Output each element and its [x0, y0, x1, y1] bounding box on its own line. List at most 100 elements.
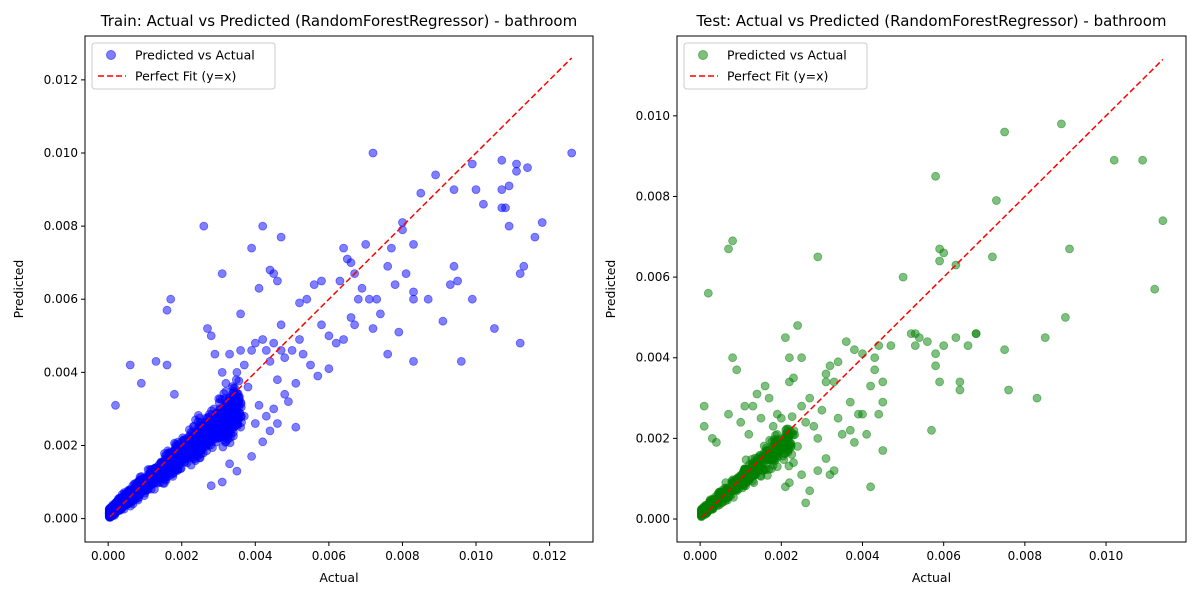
train-data-point	[298, 349, 308, 359]
train-data-point	[199, 221, 209, 231]
train-data-point	[346, 313, 356, 322]
train-data-point	[306, 360, 315, 370]
test-data-point	[797, 353, 806, 363]
test-data-point	[1158, 216, 1168, 226]
test-data-point	[1057, 119, 1066, 129]
test-data-point	[781, 333, 790, 343]
test-data-point	[910, 341, 920, 351]
test-data-point	[756, 413, 766, 423]
test-data-point	[939, 341, 949, 351]
train-data-point	[225, 459, 235, 469]
train-data-point	[394, 327, 404, 337]
train-data-point	[504, 221, 514, 231]
train-data-point	[390, 280, 400, 290]
train-data-point	[247, 451, 257, 461]
train-data-point	[162, 305, 172, 315]
train-data-point	[504, 181, 514, 191]
test-data-point	[768, 421, 778, 431]
train-x-tick-label: 0.004	[238, 549, 272, 563]
test-data-point	[750, 457, 760, 467]
test-data-point	[971, 329, 981, 339]
test-data-point	[797, 401, 806, 411]
train-y-tick-label: 0.010	[44, 146, 78, 160]
train-data-point	[291, 378, 301, 388]
train-y-tick-label: 0.002	[44, 438, 78, 452]
test-data-point	[778, 451, 788, 461]
train-data-point	[331, 338, 341, 348]
train-data-point	[250, 338, 260, 348]
test-data-point	[809, 421, 819, 431]
train-y-axis-label: Predicted	[11, 260, 26, 319]
train-data-point	[250, 419, 260, 428]
test-data-point	[931, 349, 940, 359]
train-axes-frame	[84, 35, 594, 543]
test-data-point	[728, 236, 737, 246]
train-chart-title: Train: Actual vs Predicted (RandomForest…	[100, 12, 577, 30]
train-data-point	[169, 389, 179, 399]
test-data-point	[870, 353, 880, 363]
train-data-point	[431, 170, 441, 180]
test-axes-frame	[676, 35, 1187, 543]
train-data-point	[357, 283, 367, 293]
test-data-point	[813, 433, 823, 443]
train-data-point	[254, 283, 264, 293]
train-data-point	[489, 324, 499, 333]
train-data-point	[254, 400, 264, 410]
train-data-point	[125, 360, 135, 370]
train-data-point	[195, 453, 204, 463]
train-data-point	[445, 280, 455, 290]
test-data-point	[931, 361, 940, 371]
train-data-point	[272, 375, 282, 385]
train-data-point	[166, 294, 176, 304]
test-data-point	[1032, 393, 1042, 403]
test-data-point	[862, 429, 871, 439]
test-x-tick-label: 0.008	[1008, 549, 1042, 563]
test-data-point	[771, 449, 781, 459]
train-legend-marker-scatter	[106, 50, 116, 60]
test-data-point	[963, 341, 973, 351]
train-data-point	[269, 269, 279, 279]
train-data-point	[219, 389, 229, 398]
test-y-tick-label: 0.002	[636, 431, 670, 445]
train-data-point	[203, 324, 212, 333]
train-data-point	[228, 431, 238, 441]
train-data-point	[497, 155, 507, 165]
train-data-point	[471, 185, 481, 195]
train-data-point	[313, 371, 323, 381]
test-data-point	[955, 385, 965, 395]
test-data-point	[841, 337, 851, 347]
test-data-point	[992, 196, 1001, 205]
test-data-point	[850, 345, 859, 355]
train-data-point	[258, 437, 268, 447]
train-data-point	[280, 389, 290, 399]
test-data-point	[821, 454, 831, 463]
train-y-tick-label: 0.004	[44, 365, 78, 379]
train-y-tick-label: 0.008	[44, 219, 78, 233]
test-data-point	[699, 401, 709, 411]
test-legend-label-line: Perfect Fit (y=x)	[727, 69, 828, 84]
test-data-point	[1040, 333, 1050, 343]
train-data-point	[161, 469, 171, 479]
test-data-point	[711, 496, 720, 506]
train-data-point	[368, 148, 378, 158]
train-data-point	[372, 294, 382, 304]
train-data-point	[107, 503, 116, 513]
train-data-point	[258, 221, 268, 231]
train-legend-box	[91, 42, 276, 90]
train-data-point	[512, 159, 521, 169]
train-data-point	[158, 478, 168, 488]
train-data-point	[217, 477, 227, 487]
train-x-axis-label: Actual	[319, 570, 358, 585]
test-data-point	[878, 446, 888, 455]
train-data-point	[272, 419, 282, 428]
train-x-tick-label: 0.010	[459, 549, 493, 563]
train-data-point	[170, 438, 179, 448]
test-data-point	[741, 455, 751, 465]
test-data-point	[955, 377, 965, 387]
train-data-point	[364, 294, 374, 304]
train-data-point	[449, 185, 459, 195]
test-data-point	[784, 444, 793, 454]
train-data-point	[204, 422, 214, 432]
test-data-point	[874, 341, 884, 351]
